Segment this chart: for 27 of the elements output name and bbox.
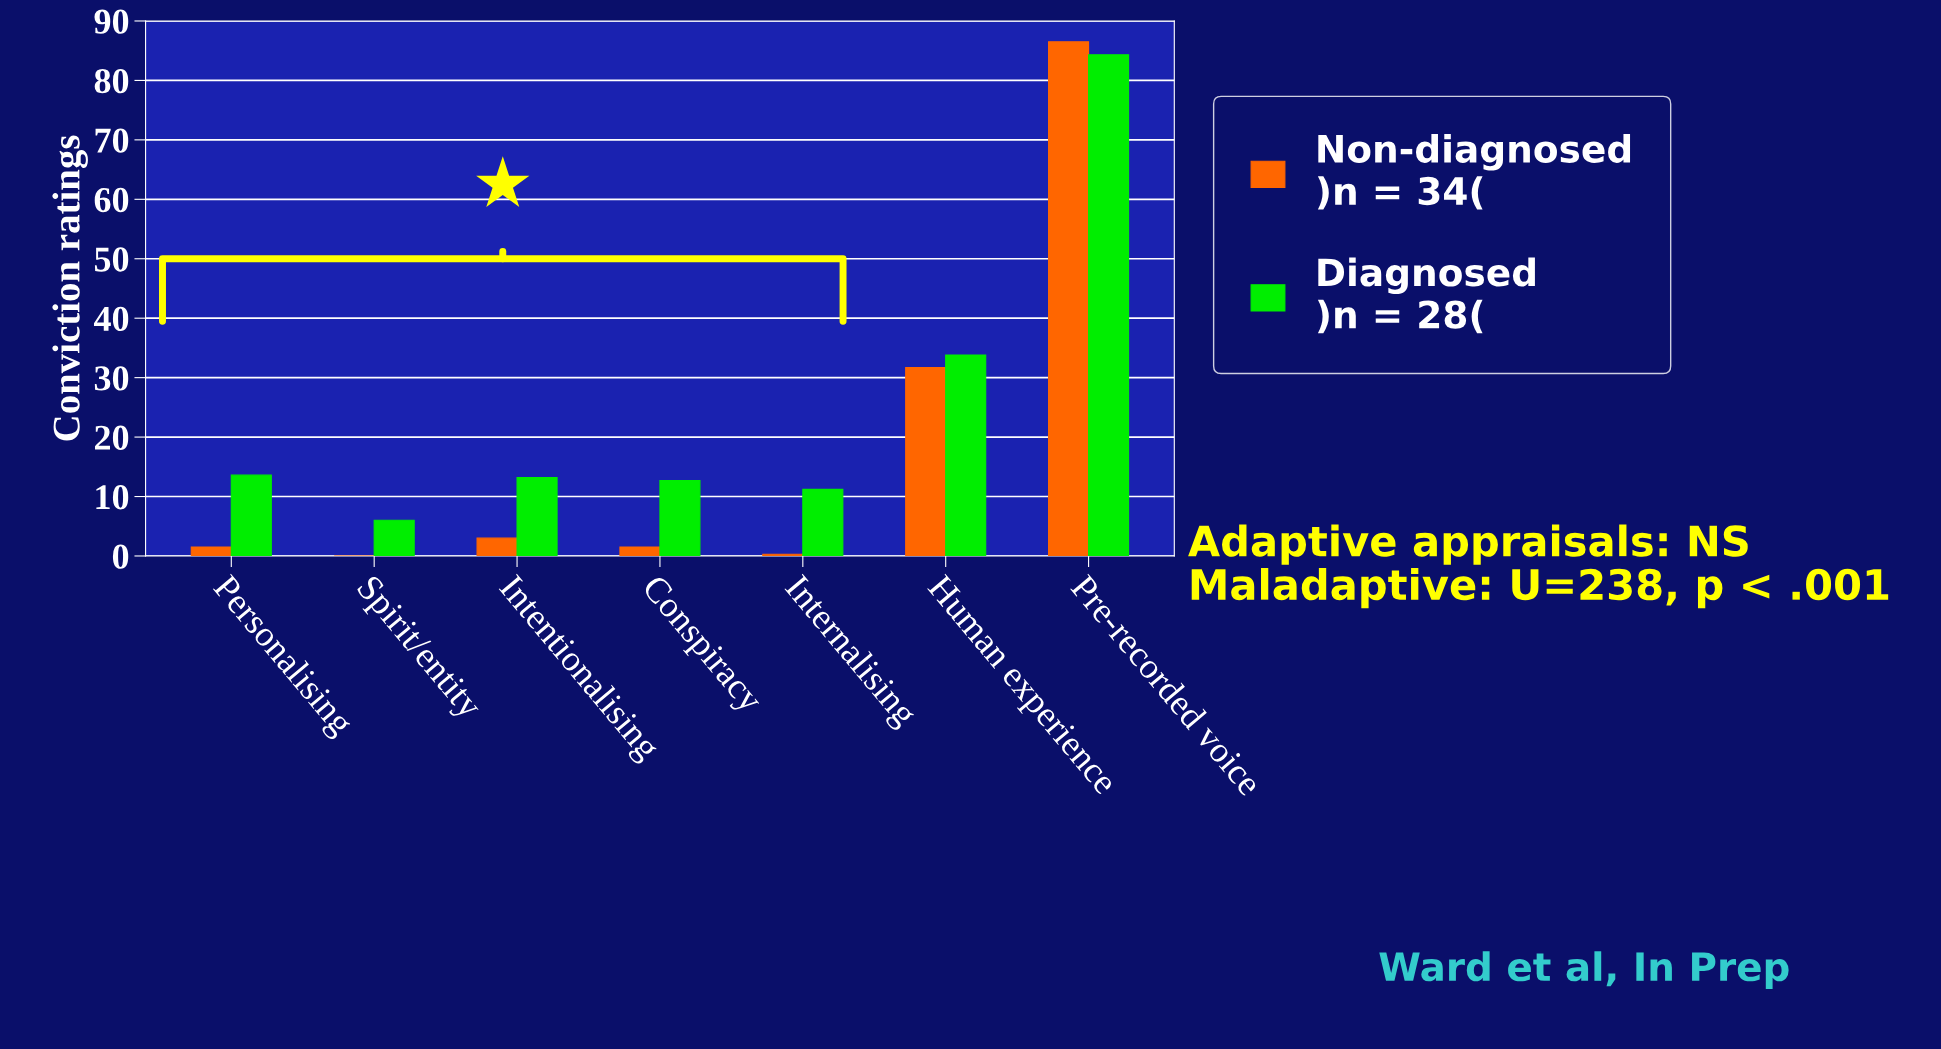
bar — [1048, 41, 1090, 556]
bar — [1088, 54, 1130, 556]
y-tick-label: 80 — [94, 68, 129, 94]
y-tick-label: 60 — [94, 187, 129, 213]
bar — [905, 366, 947, 556]
y-tick-label: 50 — [94, 247, 129, 272]
y-tick-label: 30 — [94, 366, 129, 391]
bar — [476, 537, 518, 556]
bar — [659, 479, 701, 556]
legend-label: Non-diagnosed )n = 34( — [1317, 133, 1631, 210]
y-tick-label: 40 — [93, 306, 129, 332]
bar — [945, 354, 987, 556]
y-tick-label: 10 — [96, 485, 129, 510]
bar — [373, 519, 415, 556]
annotation: ★ — [476, 156, 530, 207]
bar — [802, 488, 844, 556]
y-axis-title: Conviction ratings — [52, 135, 88, 441]
y-tick-label: 70 — [95, 128, 129, 153]
y-tick-label: 0 — [112, 544, 129, 569]
bar — [190, 546, 232, 556]
bar — [619, 546, 661, 556]
bar — [516, 476, 558, 556]
y-tick-label: 20 — [95, 425, 129, 450]
y-tick-label: 90 — [94, 9, 129, 34]
text: Ward et al, In Prep — [1379, 951, 1789, 989]
bar — [230, 474, 272, 556]
legend-label: Diagnosed )n = 28( — [1317, 257, 1535, 334]
